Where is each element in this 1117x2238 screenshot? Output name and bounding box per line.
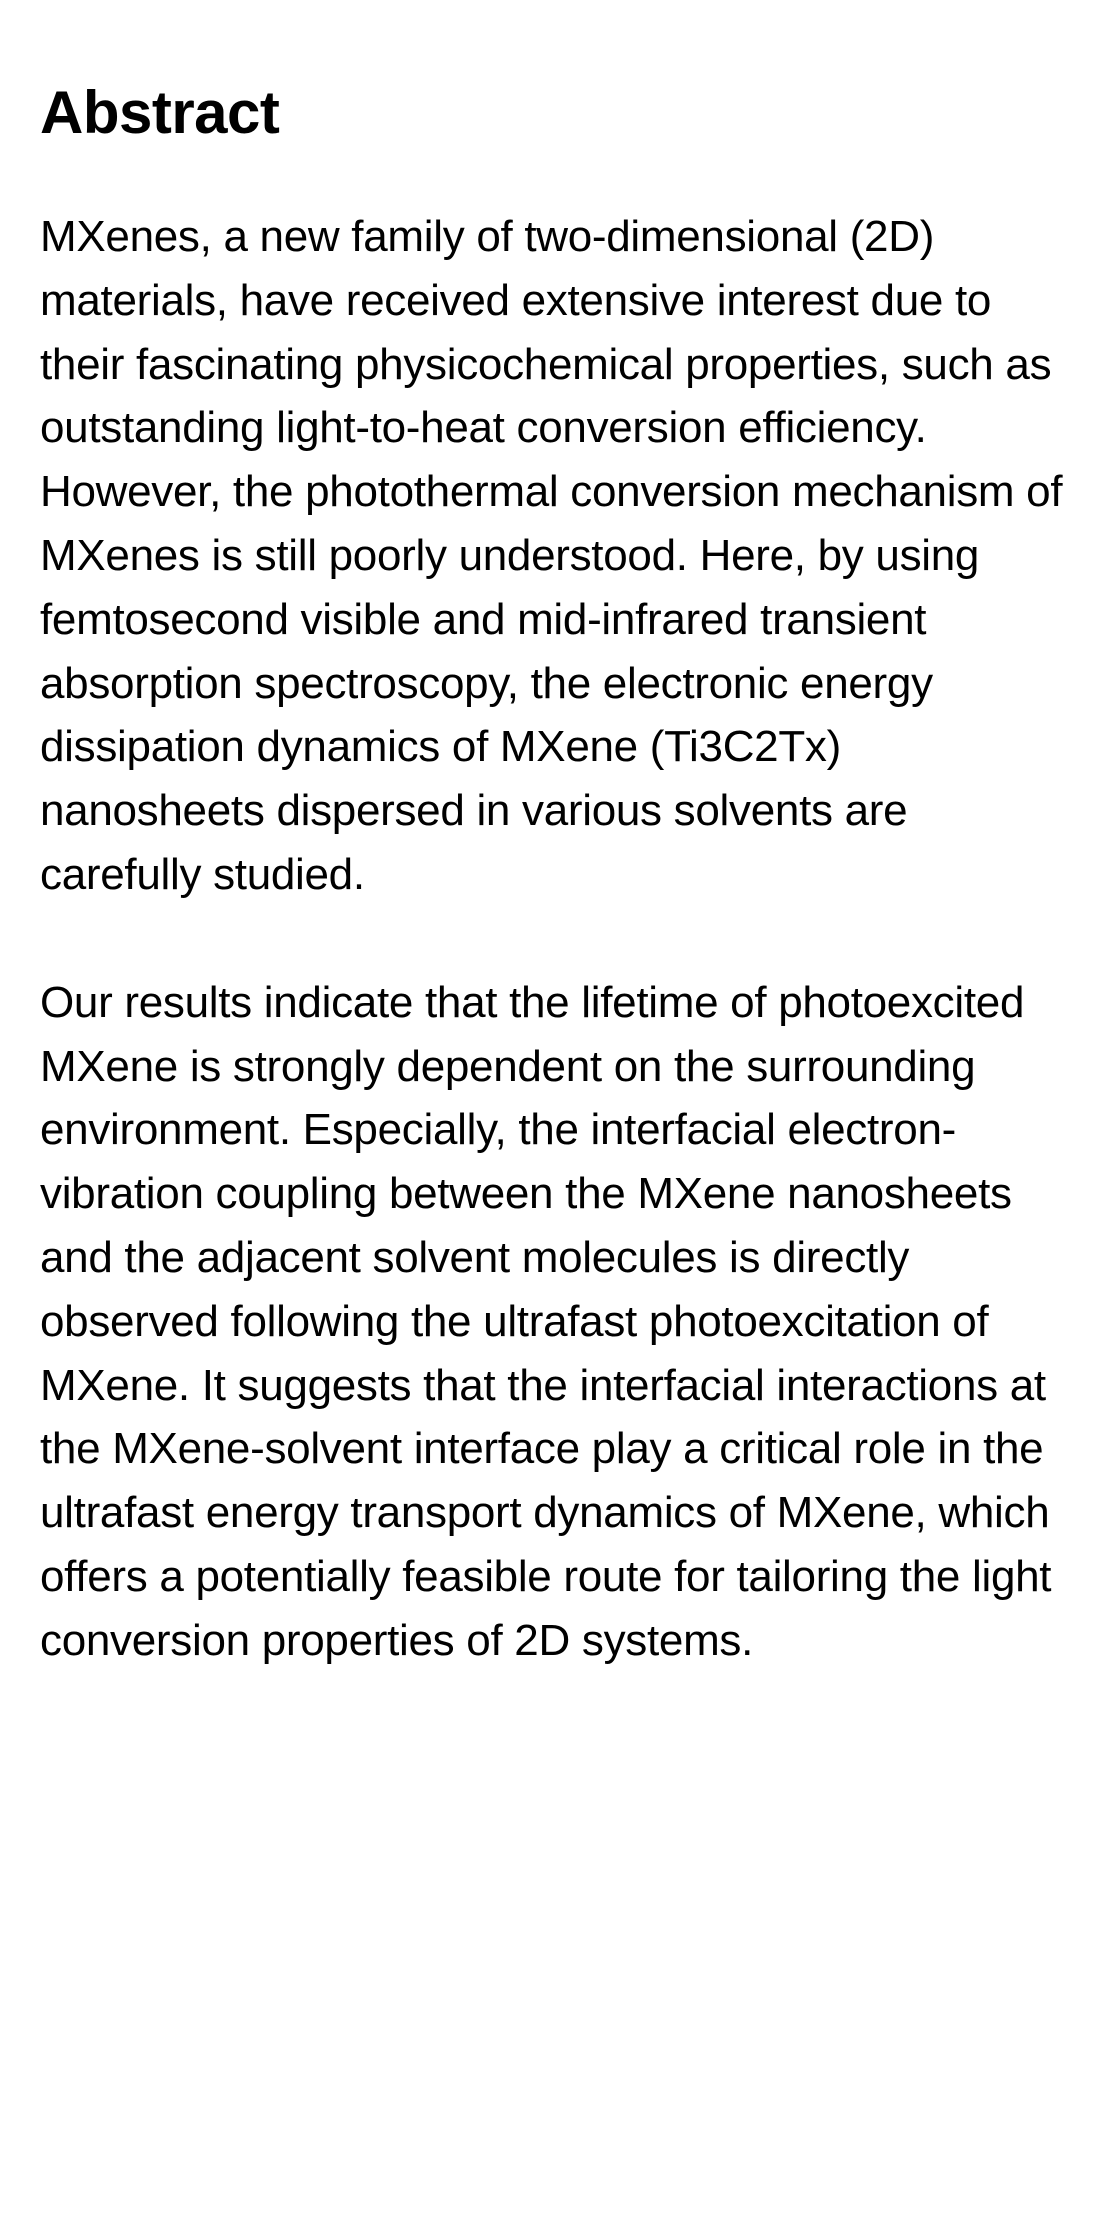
abstract-heading: Abstract xyxy=(40,78,1077,147)
abstract-paragraph-1: MXenes, a new family of two-dimensional … xyxy=(40,205,1077,907)
page-container: Abstract MXenes, a new family of two-dim… xyxy=(0,0,1117,1873)
abstract-paragraph-2: Our results indicate that the lifetime o… xyxy=(40,971,1077,1673)
